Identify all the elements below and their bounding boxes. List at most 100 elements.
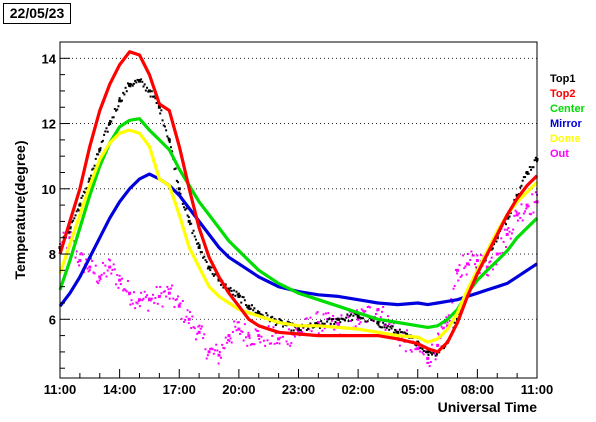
scatter-dot-out	[87, 270, 90, 273]
scatter-dot-top1	[256, 310, 259, 313]
scatter-dot-top1	[212, 274, 215, 277]
scatter-dot-top1	[344, 319, 347, 322]
scatter-dot-top1	[117, 105, 120, 108]
scatter-dot-top1	[442, 347, 445, 350]
scatter-dot-top1	[314, 322, 317, 325]
data-point-out	[297, 330, 300, 334]
scatter-dot-out	[240, 330, 243, 333]
scatter-dot-out	[144, 296, 147, 299]
scatter-dot-out	[248, 337, 251, 340]
scatter-dot-out	[471, 254, 474, 257]
scatter-dot-out	[309, 316, 312, 319]
scatter-dot-top1	[248, 308, 251, 311]
scatter-dot-out	[134, 307, 137, 310]
scatter-dot-out	[163, 290, 166, 293]
scatter-dot-out	[485, 273, 488, 276]
scatter-dot-top1	[279, 319, 282, 322]
scatter-dot-out	[295, 327, 298, 330]
scatter-dot-out	[76, 261, 79, 264]
scatter-dot-top1	[352, 314, 355, 317]
scatter-dot-top1	[227, 287, 230, 290]
scatter-dot-top1	[142, 85, 145, 88]
scatter-dot-out	[165, 295, 168, 298]
scatter-dot-top1	[136, 78, 139, 81]
scatter-dot-top1	[104, 130, 107, 133]
scatter-dot-top1	[339, 321, 342, 324]
scatter-dot-out	[287, 328, 290, 331]
scatter-dot-top1	[157, 104, 160, 107]
scatter-dot-out	[375, 313, 378, 316]
scatter-dot-out	[528, 212, 531, 215]
scatter-dot-out	[272, 326, 275, 329]
scatter-dot-top1	[210, 266, 213, 269]
scatter-dot-out	[508, 230, 511, 233]
data-point-top1	[197, 246, 201, 250]
scatter-dot-out	[219, 356, 222, 359]
scatter-dot-top1	[143, 83, 146, 86]
scatter-dot-out	[198, 324, 201, 327]
scatter-dot-out	[155, 285, 158, 288]
scatter-dot-out	[322, 313, 325, 316]
scatter-dot-out	[214, 349, 217, 352]
x-tick-label-0: 11:00	[44, 382, 77, 397]
x-tick-label-7: 08:00	[461, 382, 494, 397]
scatter-dot-top1	[81, 194, 84, 197]
scatter-dot-out	[208, 350, 211, 353]
scatter-dot-top1	[404, 332, 407, 335]
scatter-dot-out	[340, 314, 343, 317]
scatter-dot-out	[520, 203, 523, 206]
scatter-dot-top1	[435, 353, 438, 356]
scatter-dot-top1	[98, 150, 101, 153]
scatter-dot-out	[211, 348, 214, 351]
scatter-dot-out	[135, 301, 138, 304]
scatter-dot-out	[465, 273, 468, 276]
scatter-dot-top1	[392, 331, 395, 334]
scatter-dot-out	[74, 256, 77, 259]
scatter-dot-top1	[376, 322, 379, 325]
scatter-dot-top1	[204, 259, 207, 262]
scatter-dot-top1	[379, 326, 382, 329]
scatter-dot-top1	[178, 191, 181, 194]
scatter-dot-top1	[432, 351, 435, 354]
scatter-dot-top1	[73, 217, 76, 220]
scatter-dot-top1	[241, 295, 244, 298]
scatter-dot-top1	[357, 316, 360, 319]
scatter-dot-out	[515, 211, 518, 214]
scatter-dot-out	[206, 354, 209, 357]
scatter-dot-out	[409, 349, 412, 352]
scatter-dot-top1	[532, 166, 535, 169]
scatter-dot-out	[472, 254, 475, 257]
scatter-dot-out	[531, 193, 534, 196]
scatter-dot-out	[445, 316, 448, 319]
scatter-dot-out	[199, 327, 202, 330]
scatter-dot-out	[196, 332, 199, 335]
scatter-dot-out	[177, 295, 180, 298]
data-point-out	[495, 252, 499, 256]
scatter-dot-top1	[431, 353, 434, 356]
scatter-dot-top1	[377, 323, 380, 326]
scatter-dot-out	[289, 344, 292, 347]
scatter-dot-top1	[134, 79, 137, 82]
scatter-dot-out	[235, 329, 238, 332]
data-point-out	[426, 356, 430, 360]
scatter-dot-top1	[307, 327, 310, 330]
scatter-dot-out	[146, 294, 149, 297]
scatter-dot-top1	[144, 89, 147, 92]
scatter-dot-out	[293, 335, 296, 338]
data-point-top1	[98, 148, 102, 152]
scatter-dot-top1	[94, 157, 97, 160]
scatter-dot-out	[404, 350, 407, 353]
scatter-dot-out	[228, 340, 231, 343]
scatter-dot-out	[256, 329, 259, 332]
scatter-dot-top1	[109, 119, 112, 122]
data-point-out	[237, 327, 241, 331]
scatter-dot-out	[202, 337, 205, 340]
scatter-dot-top1	[150, 90, 153, 93]
series-top2	[58, 50, 539, 354]
scatter-dot-out	[355, 309, 358, 312]
scatter-dot-out	[103, 272, 106, 275]
scatter-dot-top1	[258, 311, 261, 314]
scatter-dot-out	[179, 302, 182, 305]
scatter-dot-top1	[322, 323, 325, 326]
scatter-dot-top1	[219, 283, 222, 286]
